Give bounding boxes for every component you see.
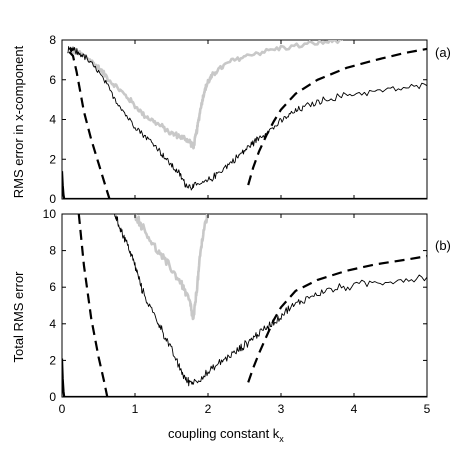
y-tick-label-1-3: 6 xyxy=(49,280,56,294)
series-line-0-1 xyxy=(67,46,427,191)
series-line-0-4 xyxy=(62,171,427,199)
y-tick-label-0-2: 4 xyxy=(49,113,56,127)
y-tick-label-1-0: 0 xyxy=(49,390,56,404)
x-axis-label-subscript: x xyxy=(279,434,284,444)
y-tick-label-0-4: 8 xyxy=(49,33,56,47)
x-tick-label-1: 1 xyxy=(132,402,139,416)
x-axis-label-text: coupling constant k xyxy=(168,426,280,441)
x-axis-label: coupling constant kx xyxy=(168,426,284,444)
series-line-1-3 xyxy=(247,255,427,383)
y-tick-label-1-1: 2 xyxy=(49,353,56,367)
x-tick-label-5: 5 xyxy=(424,402,431,416)
x-tick-label-4: 4 xyxy=(351,402,358,416)
y-tick-label-1-2: 4 xyxy=(49,317,56,331)
ylabel-b: Total RMS error xyxy=(11,271,26,363)
series-line-0-2 xyxy=(68,51,111,199)
x-tick-label-0: 0 xyxy=(59,402,66,416)
plot-frame-0 xyxy=(61,39,428,200)
series-line-0-3 xyxy=(247,47,427,186)
series-line-1-2 xyxy=(77,214,109,397)
plot-frame-1 xyxy=(61,213,428,398)
y-tick-label-1-4: 8 xyxy=(49,244,56,258)
series-line-1-1 xyxy=(114,214,427,387)
y-tick-label-0-1: 2 xyxy=(49,152,56,166)
series-line-1-0 xyxy=(133,214,210,321)
series-line-1-4 xyxy=(62,358,427,397)
series-line-0-0 xyxy=(69,40,344,150)
panel-tag-b: (b) xyxy=(435,238,451,253)
y-tick-label-0-3: 6 xyxy=(49,73,56,87)
x-tick-label-3: 3 xyxy=(278,402,285,416)
panel-tag-a: (a) xyxy=(435,45,451,60)
x-tick-label-2: 2 xyxy=(205,402,212,416)
y-tick-label-1-5: 10 xyxy=(43,207,57,221)
y-tick-label-0-0: 0 xyxy=(49,192,56,206)
ylabel-a: RMS error in x-component xyxy=(11,45,26,198)
